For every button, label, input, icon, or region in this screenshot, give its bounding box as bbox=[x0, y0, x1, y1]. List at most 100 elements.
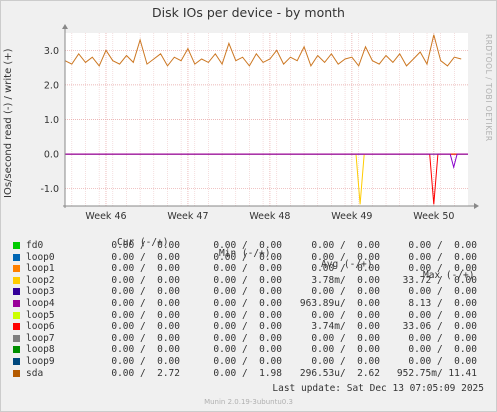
legend-value-max: 952.75m/ 11.41 bbox=[396, 367, 477, 379]
legend-value-max: 0.00 / 0.00 bbox=[408, 344, 477, 356]
legend-series-name: loop6 bbox=[26, 321, 55, 333]
legend-series-name: loop1 bbox=[26, 263, 55, 275]
legend-value-cur: 0.00 / 0.00 bbox=[111, 286, 180, 298]
y-axis-arrow bbox=[62, 24, 68, 29]
legend-row: fd0 0.00 / 0.00 0.00 / 0.00 0.00 / 0.00 0.00… bbox=[0, 240, 497, 252]
legend-value-cur: 0.00 / 0.00 bbox=[111, 251, 180, 263]
legend-value-cur: 0.00 / 0.00 bbox=[111, 309, 180, 321]
legend-series-name: loop7 bbox=[26, 332, 55, 344]
legend-value-avg: 3.78m/ 0.00 bbox=[311, 274, 380, 286]
x-tick-label: Week 47 bbox=[167, 211, 208, 222]
legend-value-min: 0.00 / 0.00 bbox=[213, 274, 282, 286]
legend-value-min: 0.00 / 0.00 bbox=[213, 309, 282, 321]
legend-swatch bbox=[13, 346, 20, 354]
legend-swatch bbox=[13, 242, 20, 249]
legend-value-cur: 0.00 / 0.00 bbox=[111, 332, 180, 344]
legend-value-cur: 0.00 / 0.00 bbox=[111, 263, 180, 275]
legend-value-min: 0.00 / 1.98 bbox=[213, 367, 282, 379]
legend-series-name: sda bbox=[26, 367, 44, 379]
legend-series-name: loop0 bbox=[26, 251, 55, 263]
x-tick-label: Week 46 bbox=[85, 211, 126, 222]
x-axis-arrow bbox=[474, 203, 479, 209]
legend-row: loop7 0.00 / 0.00 0.00 / 0.00 0.00 / 0.00 0.… bbox=[0, 333, 497, 345]
legend-value-min: 0.00 / 0.00 bbox=[213, 298, 282, 309]
legend-value-avg: 0.00 / 0.00 bbox=[311, 344, 380, 356]
legend-value-cur: 0.00 / 0.00 bbox=[111, 344, 180, 356]
legend-value-avg: 0.00 / 0.00 bbox=[311, 332, 380, 344]
legend-value-avg: 0.00 / 0.00 bbox=[311, 251, 380, 263]
legend-value-max: 0.00 / 0.00 bbox=[408, 309, 477, 321]
y-tick-label: 2.0 bbox=[44, 80, 59, 91]
legend-value-min: 0.00 / 0.00 bbox=[213, 286, 282, 298]
y-tick-label: 0.0 bbox=[44, 150, 59, 161]
legend-header-cur: Cur (-/+) bbox=[117, 237, 169, 248]
x-tick-label: Week 50 bbox=[413, 211, 454, 222]
legend-series-name: loop8 bbox=[26, 344, 55, 356]
legend-value-max: 0.00 / 0.00 bbox=[408, 251, 477, 263]
legend-row: sda 0.00 / 2.72 0.00 / 1.98 296.53u/ 2.62 95… bbox=[0, 368, 497, 380]
legend-header: Cur (-/+) Min (-/+) Avg (-/+) Max (-/+) bbox=[0, 226, 497, 281]
legend-value-cur: 0.00 / 2.72 bbox=[111, 367, 180, 379]
x-tick-label: Week 49 bbox=[331, 211, 372, 222]
legend-row: loop5 0.00 / 0.00 0.00 / 0.00 0.00 / 0.00 0.… bbox=[0, 310, 497, 322]
legend-swatch bbox=[13, 265, 20, 273]
legend-value-max: 8.13 / 0.00 bbox=[408, 298, 477, 309]
legend-series-name: loop2 bbox=[26, 274, 55, 286]
legend-value-max: 0.00 / 0.00 bbox=[408, 286, 477, 298]
legend-row: loop1 0.00 / 0.00 0.00 / 0.00 0.00 / 0.00 0.… bbox=[0, 263, 497, 275]
chart-area: 3.0 2.0 1.0 0.0 -1.0 Week 46 Week 47 Week 48 Wee… bbox=[40, 24, 479, 222]
legend-value-min: 0.00 / 0.00 bbox=[213, 344, 282, 356]
legend-row: loop9 0.00 / 0.00 0.00 / 0.00 0.00 / 0.00 0.… bbox=[0, 356, 497, 368]
legend-value-avg: 0.00 / 0.00 bbox=[311, 356, 380, 367]
legend-value-cur: 0.00 / 0.00 bbox=[111, 240, 180, 251]
legend-value-avg: 963.89u/ 0.00 bbox=[299, 298, 380, 309]
legend-header-min: Min (-/+) bbox=[219, 248, 271, 259]
legend-value-max: 0.00 / 0.00 bbox=[408, 332, 477, 344]
chart-title: Disk IOs per device - by month bbox=[152, 5, 345, 20]
legend-value-max: 33.72 / 0.00 bbox=[402, 274, 477, 286]
legend-value-min: 0.00 / 0.00 bbox=[213, 332, 282, 344]
legend-row: loop6 0.00 / 0.00 0.00 / 0.00 3.74m/ 0.00 33… bbox=[0, 321, 497, 333]
series-line-loop4 bbox=[65, 153, 468, 170]
legend-series-name: fd0 bbox=[26, 240, 44, 251]
rrdtool-credit: RRDTOOL / TOBI OETIKER bbox=[484, 34, 493, 142]
legend-value-min: 0.00 / 0.00 bbox=[213, 263, 282, 275]
y-tick-label: 1.0 bbox=[44, 115, 59, 126]
legend-swatch bbox=[13, 311, 20, 319]
last-update: Last update: Sat Dec 13 07:05:09 2025 bbox=[272, 383, 484, 394]
legend-value-max: 0.00 / 0.00 bbox=[408, 263, 477, 275]
legend-series-name: loop5 bbox=[26, 309, 55, 321]
legend-row: loop8 0.00 / 0.00 0.00 / 0.00 0.00 / 0.00 0.… bbox=[0, 344, 497, 356]
legend-swatch bbox=[13, 300, 20, 307]
legend-swatch bbox=[13, 334, 20, 342]
legend-value-max: 0.00 / 0.00 bbox=[408, 356, 477, 367]
legend-value-min: 0.00 / 0.00 bbox=[213, 240, 282, 251]
legend-value-avg: 0.00 / 0.00 bbox=[311, 286, 380, 298]
legend-value-avg: 3.74m/ 0.00 bbox=[311, 321, 380, 333]
munin-footer: Munin 2.0.19-3ubuntu0.3 bbox=[204, 398, 293, 406]
legend-row: loop3 0.00 / 0.00 0.00 / 0.00 0.00 / 0.00 0.… bbox=[0, 286, 497, 298]
legend-swatch bbox=[13, 288, 20, 296]
legend-swatch bbox=[13, 323, 20, 331]
legend-header-avg: Avg (-/+) bbox=[321, 259, 373, 270]
legend-value-avg: 0.00 / 0.00 bbox=[311, 309, 380, 321]
x-tick-label: Week 48 bbox=[249, 211, 290, 222]
legend-value-cur: 0.00 / 0.00 bbox=[111, 356, 180, 367]
legend-value-min: 0.00 / 0.00 bbox=[213, 356, 282, 367]
legend-value-max: 0.00 / 0.00 bbox=[408, 240, 477, 251]
legend-value-avg: 0.00 / 0.00 bbox=[311, 240, 380, 251]
legend-series-name: loop3 bbox=[26, 286, 55, 298]
legend-value-min: 0.00 / 0.00 bbox=[213, 251, 282, 263]
legend-row: loop4 0.00 / 0.00 0.00 / 0.00 963.89u/ 0.00… bbox=[0, 298, 497, 310]
legend-value-cur: 0.00 / 0.00 bbox=[111, 321, 180, 333]
legend-header-max: Max (-/+) bbox=[423, 270, 475, 281]
legend-value-avg: 296.53u/ 2.62 bbox=[299, 367, 380, 379]
series-line-sda bbox=[64, 34, 462, 68]
legend-swatch bbox=[13, 358, 20, 365]
y-tick-label: 3.0 bbox=[44, 46, 59, 57]
y-tick-label: -1.0 bbox=[40, 184, 59, 195]
legend-value-cur: 0.00 / 0.00 bbox=[111, 298, 180, 309]
legend-value-cur: 0.00 / 0.00 bbox=[111, 274, 180, 286]
legend-series-name: loop4 bbox=[26, 298, 55, 309]
legend-value-avg: 0.00 / 0.00 bbox=[311, 263, 380, 275]
